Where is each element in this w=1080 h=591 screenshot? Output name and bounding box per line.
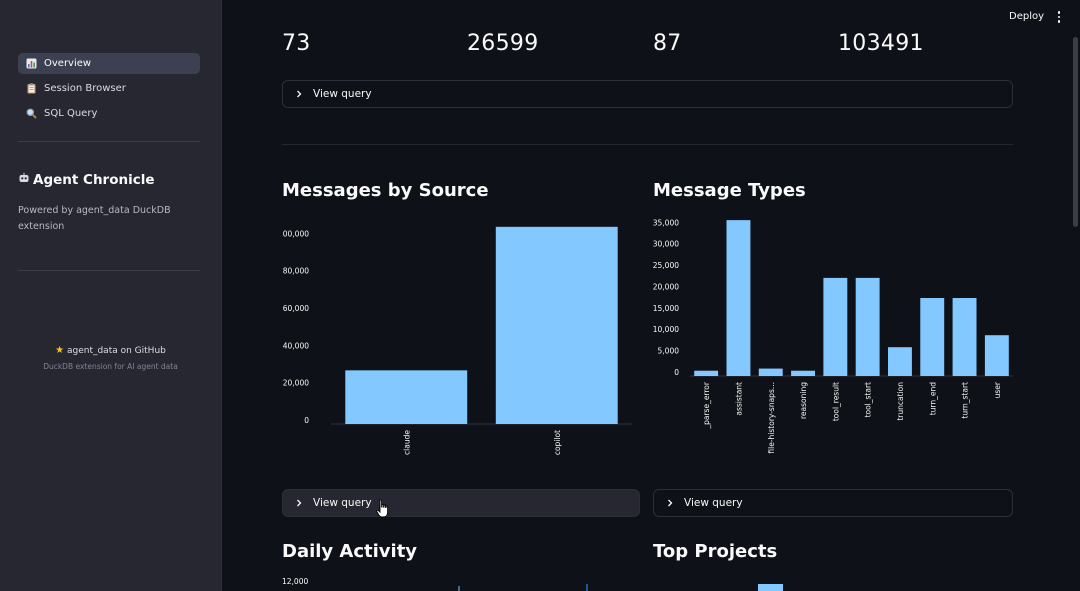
y-tick-label: 10,000 bbox=[653, 325, 679, 334]
x-tick-label: copilot bbox=[553, 430, 562, 455]
brand-subtitle: Powered by agent_data DuckDB extension bbox=[18, 205, 171, 232]
bar--parse-error bbox=[694, 370, 719, 376]
top-projects-heading: Top Projects bbox=[653, 541, 778, 562]
x-tick-label: user bbox=[993, 381, 1002, 398]
x-tick-label: tool_result bbox=[831, 382, 840, 421]
x-tick-label: truncation bbox=[896, 382, 905, 421]
y-tick-label: 20,000 bbox=[283, 379, 309, 388]
bar-tool-result bbox=[823, 277, 848, 376]
x-tick-label: reasoning bbox=[799, 382, 808, 419]
metric-value: 103491 bbox=[838, 31, 924, 56]
clipboard-icon bbox=[25, 83, 37, 95]
chevron-right-icon bbox=[297, 499, 302, 507]
chevron-right-icon bbox=[297, 90, 302, 98]
y-tick-label: 25,000 bbox=[653, 261, 679, 270]
top-projects-chart bbox=[758, 584, 783, 591]
sidebar-divider bbox=[18, 141, 200, 142]
y-tick-label: 60,000 bbox=[283, 304, 309, 313]
section-divider bbox=[282, 144, 1013, 145]
x-tick-label: assistant bbox=[734, 382, 743, 416]
types-view-query-expander[interactable]: View query bbox=[653, 489, 1013, 517]
y-tick-label: 0 bbox=[674, 368, 679, 377]
y-tick-label: 20,000 bbox=[653, 282, 679, 291]
bar-claude bbox=[345, 370, 468, 424]
robot-icon bbox=[18, 172, 30, 188]
metric-value: 73 bbox=[282, 31, 311, 56]
bar-top-project bbox=[758, 584, 783, 591]
magnifier-icon bbox=[25, 108, 37, 120]
bar-copilot bbox=[495, 226, 618, 424]
x-tick-label: tool_start bbox=[864, 382, 873, 417]
chart-icon bbox=[25, 58, 37, 70]
bar-user bbox=[984, 335, 1009, 376]
daily-activity-heading: Daily Activity bbox=[282, 541, 418, 562]
bar-turn-end bbox=[920, 297, 945, 376]
github-link[interactable]: ★ agent_data on GitHub bbox=[55, 345, 166, 356]
source-view-query-expander[interactable]: View query bbox=[282, 489, 640, 517]
github-subtitle: DuckDB extension for AI agent data bbox=[43, 362, 178, 371]
star-icon: ★ bbox=[55, 345, 65, 356]
y-tick-label: 5,000 bbox=[658, 347, 680, 356]
kebab-menu-icon[interactable] bbox=[1052, 9, 1066, 27]
y-tick-label: 35,000 bbox=[653, 218, 679, 227]
bar-truncation bbox=[887, 347, 912, 376]
message-types-heading: Message Types bbox=[653, 180, 806, 201]
sidebar-item-session-browser[interactable]: Session Browser bbox=[18, 78, 200, 99]
x-tick-label: turn_end bbox=[928, 382, 937, 416]
sidebar-item-overview[interactable]: Overview bbox=[18, 53, 200, 74]
y-tick-label: 80,000 bbox=[283, 267, 309, 276]
y-tick-label: 15,000 bbox=[653, 304, 679, 313]
x-tick-label: _parse_error bbox=[702, 381, 711, 430]
x-tick-label: turn_start bbox=[961, 382, 970, 419]
hand-cursor-icon bbox=[376, 499, 389, 518]
brand-title: Agent Chronicle bbox=[18, 172, 155, 188]
sidebar-divider bbox=[18, 270, 200, 271]
bar-reasoning bbox=[791, 370, 816, 376]
daily-activity-chart: 12,000 bbox=[282, 577, 588, 591]
main-scrollbar[interactable] bbox=[1073, 37, 1078, 227]
message-types-chart: 0 5,000 10,000 15,000 20,000 25,000 30,000 35,0… bbox=[653, 218, 1013, 454]
sidebar-item-label: Session Browser bbox=[44, 83, 126, 94]
y-tick-label: 30,000 bbox=[653, 240, 679, 249]
metric-value: 26599 bbox=[467, 31, 539, 56]
metrics-view-query-expander[interactable]: View query bbox=[282, 80, 1013, 108]
sidebar-item-label: SQL Query bbox=[44, 108, 98, 119]
messages-by-source-chart: 0 20,000 40,000 60,000 80,000 100,000 claude co… bbox=[282, 226, 632, 455]
sidebar-item-label: Overview bbox=[44, 58, 92, 69]
chevron-right-icon bbox=[668, 499, 673, 507]
sidebar-nav: Overview Session Browser SQL Query bbox=[18, 53, 200, 128]
deploy-button[interactable]: Deploy bbox=[1009, 11, 1045, 22]
bar-assistant bbox=[726, 220, 751, 376]
sidebar-item-sql-query[interactable]: SQL Query bbox=[18, 103, 200, 124]
y-tick-label: 12,000 bbox=[282, 577, 308, 586]
y-tick-label: 40,000 bbox=[283, 341, 309, 350]
y-tick-label: 0 bbox=[304, 416, 309, 425]
messages-by-source-heading: Messages by Source bbox=[282, 180, 489, 201]
x-tick-label: claude bbox=[402, 430, 411, 455]
x-tick-label: file-history-snaps... bbox=[767, 382, 776, 454]
metric-value: 87 bbox=[653, 31, 682, 56]
bar-turn-start bbox=[952, 297, 977, 376]
y-tick-label: 100,000 bbox=[282, 229, 309, 238]
bar-file-history-snaps- bbox=[758, 368, 783, 376]
bar-tool-start bbox=[855, 277, 880, 376]
sidebar: Overview Session Browser SQL Query Agent… bbox=[0, 0, 222, 591]
